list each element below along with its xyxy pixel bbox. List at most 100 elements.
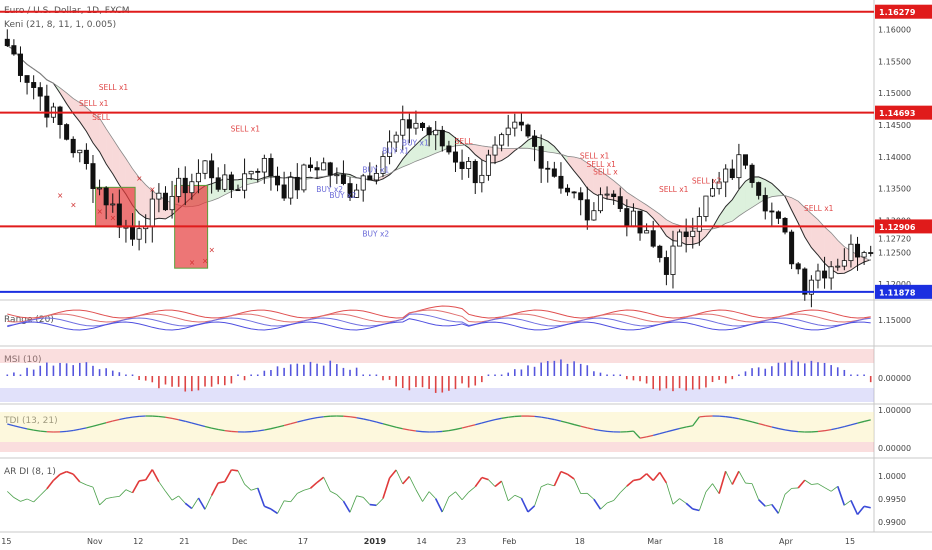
candle <box>307 164 313 169</box>
msi-bar <box>111 370 114 376</box>
tdi-line <box>218 428 225 432</box>
tdi-line <box>165 416 173 419</box>
candle <box>657 245 663 258</box>
ardi-line <box>606 500 614 504</box>
candle <box>835 265 841 268</box>
ardi-line <box>751 483 760 500</box>
ardi-line <box>501 481 509 501</box>
tdi-line <box>396 426 403 430</box>
ardi-line <box>158 481 166 492</box>
candle <box>367 175 373 181</box>
candle <box>11 45 17 55</box>
tdi-line <box>646 434 654 438</box>
tdi-line <box>738 418 746 421</box>
msi-bar <box>810 360 813 376</box>
candle <box>815 270 821 281</box>
msi-bar <box>560 359 562 376</box>
tdi-line <box>844 424 852 428</box>
msi-bar <box>731 376 734 380</box>
msi-bar <box>645 376 648 384</box>
msi-bar <box>790 360 793 376</box>
ardi-line <box>652 471 661 481</box>
candle <box>321 162 327 171</box>
candle <box>439 129 445 147</box>
zone-highlight <box>95 186 136 228</box>
tdi-line <box>13 425 21 429</box>
tdi-line <box>580 425 588 429</box>
ardi-line <box>125 489 133 494</box>
candle <box>578 192 584 201</box>
signal-label: BUY x2 <box>362 229 389 238</box>
trend-band <box>699 229 706 243</box>
ardi-line <box>251 487 258 491</box>
msi-bar <box>151 376 154 383</box>
tdi-line <box>369 419 377 423</box>
msi-bar <box>823 362 826 376</box>
candle <box>182 177 188 194</box>
tdi-line <box>501 416 509 419</box>
level-tag <box>875 219 932 234</box>
candle <box>136 228 142 240</box>
range-band-line <box>7 309 871 323</box>
ardi-line <box>408 476 417 490</box>
range-band-line <box>7 318 871 331</box>
msi-bar <box>599 372 602 376</box>
x-axis-label: 2019 <box>364 537 387 546</box>
trend-band <box>804 207 812 248</box>
signal-label: BUY x1 <box>362 166 389 175</box>
ardi-line <box>197 497 206 510</box>
msi-bar <box>513 369 516 376</box>
tdi-line <box>554 418 562 422</box>
msi-bar <box>283 367 285 376</box>
candle <box>149 198 155 228</box>
msi-bar <box>711 376 714 383</box>
tdi-line <box>73 428 80 432</box>
trend-band <box>567 156 575 172</box>
tdi-line <box>119 417 127 421</box>
tdi-line <box>593 428 601 432</box>
signal-label: SELL <box>92 113 111 122</box>
x-axis-label: 15 <box>1 537 11 546</box>
tdi-line <box>66 429 74 432</box>
tdi-line <box>264 428 272 431</box>
candle <box>380 156 386 174</box>
tdi-line <box>224 429 232 433</box>
candle <box>499 134 505 146</box>
candle <box>347 183 353 198</box>
trend-band <box>593 167 601 197</box>
candle <box>314 167 320 171</box>
tdi-line <box>692 416 700 427</box>
indicator-label: Keni (21, 8, 11, 1, 0.005) <box>4 20 116 30</box>
msi-bar <box>388 376 391 380</box>
tdi-line <box>112 418 120 422</box>
tdi-line <box>679 426 687 430</box>
msi-bar <box>454 376 457 390</box>
candle <box>261 157 267 173</box>
msi-bar <box>507 372 510 376</box>
ardi-line <box>692 508 700 512</box>
candle <box>466 161 472 169</box>
signal-label: SELL x1 <box>659 185 689 194</box>
ardi-line <box>698 491 707 511</box>
signal-label: SELL x <box>593 168 618 177</box>
tdi-line <box>857 420 865 424</box>
tdi-line <box>567 422 575 426</box>
trend-band <box>475 144 482 160</box>
candle <box>769 210 775 213</box>
ardi-line <box>290 493 298 503</box>
last-price-label: 1.12720 <box>878 234 911 243</box>
msi-bar <box>105 368 107 376</box>
ardi-tick-3: 0.9900 <box>878 518 906 527</box>
price-tick-label: 1.15000 <box>878 89 911 98</box>
ardi-line <box>434 498 444 513</box>
trend-band <box>99 118 107 164</box>
signal-label: SELL <box>455 137 474 146</box>
msi-bar <box>322 365 325 376</box>
tdi-line <box>461 425 469 429</box>
candle <box>604 193 610 196</box>
candle <box>571 191 577 194</box>
msi-bar <box>494 374 496 376</box>
ardi-line <box>342 500 351 513</box>
msi-bar <box>698 376 701 390</box>
